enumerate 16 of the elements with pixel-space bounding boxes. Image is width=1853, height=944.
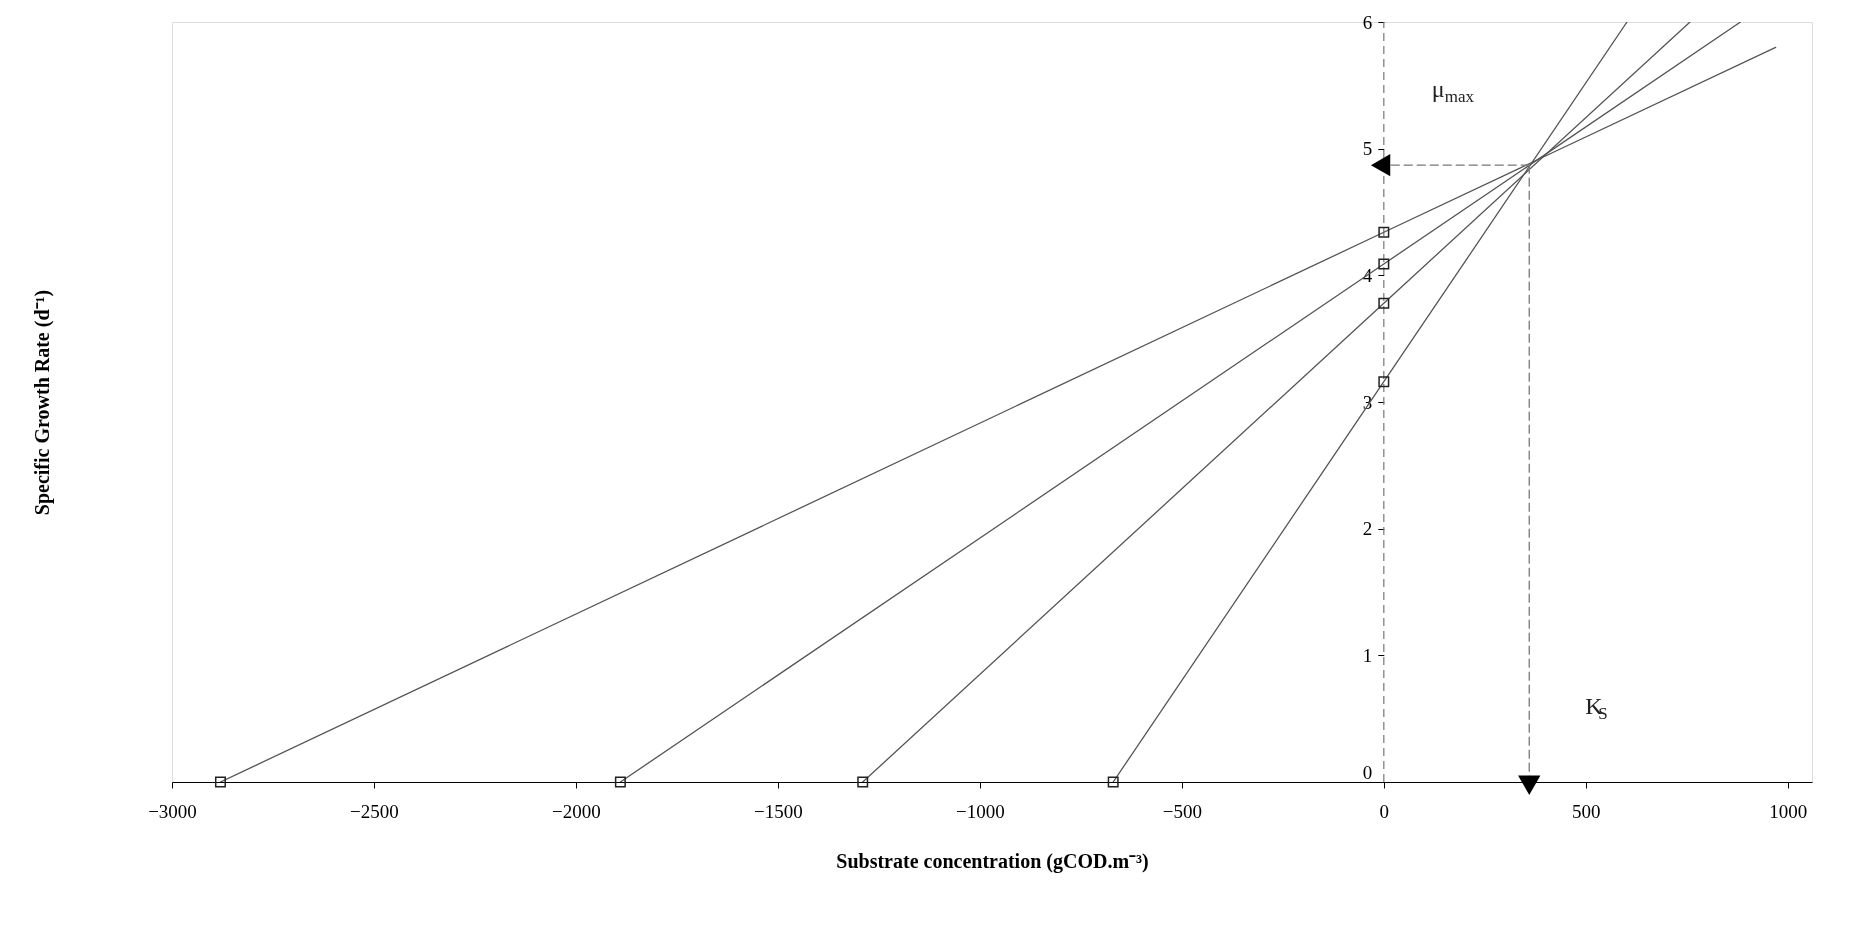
y-tick-label: 5 <box>1362 138 1373 160</box>
x-tick-label: −2000 <box>552 800 601 822</box>
x-tick-label: −500 <box>1162 800 1202 822</box>
y-tick-label: 6 <box>1362 11 1373 33</box>
x-tick-label: 1000 <box>1769 800 1808 822</box>
y-tick-label: 0 <box>1362 761 1373 783</box>
x-tick-label: 500 <box>1572 800 1601 822</box>
x-tick-label: −3000 <box>148 800 197 822</box>
x-tick-label: −2500 <box>350 800 399 822</box>
x-axis-title: Substrate concentration (gCOD.m⁻³) <box>836 849 1149 873</box>
y-tick-label: 2 <box>1362 518 1373 540</box>
x-tick-label: 0 <box>1379 800 1390 822</box>
y-axis-title: Specific Growth Rate (d⁻¹) <box>30 289 54 516</box>
x-tick-label: −1000 <box>956 800 1005 822</box>
x-tick-label: −1500 <box>754 800 803 822</box>
y-tick-label: 1 <box>1362 644 1373 666</box>
